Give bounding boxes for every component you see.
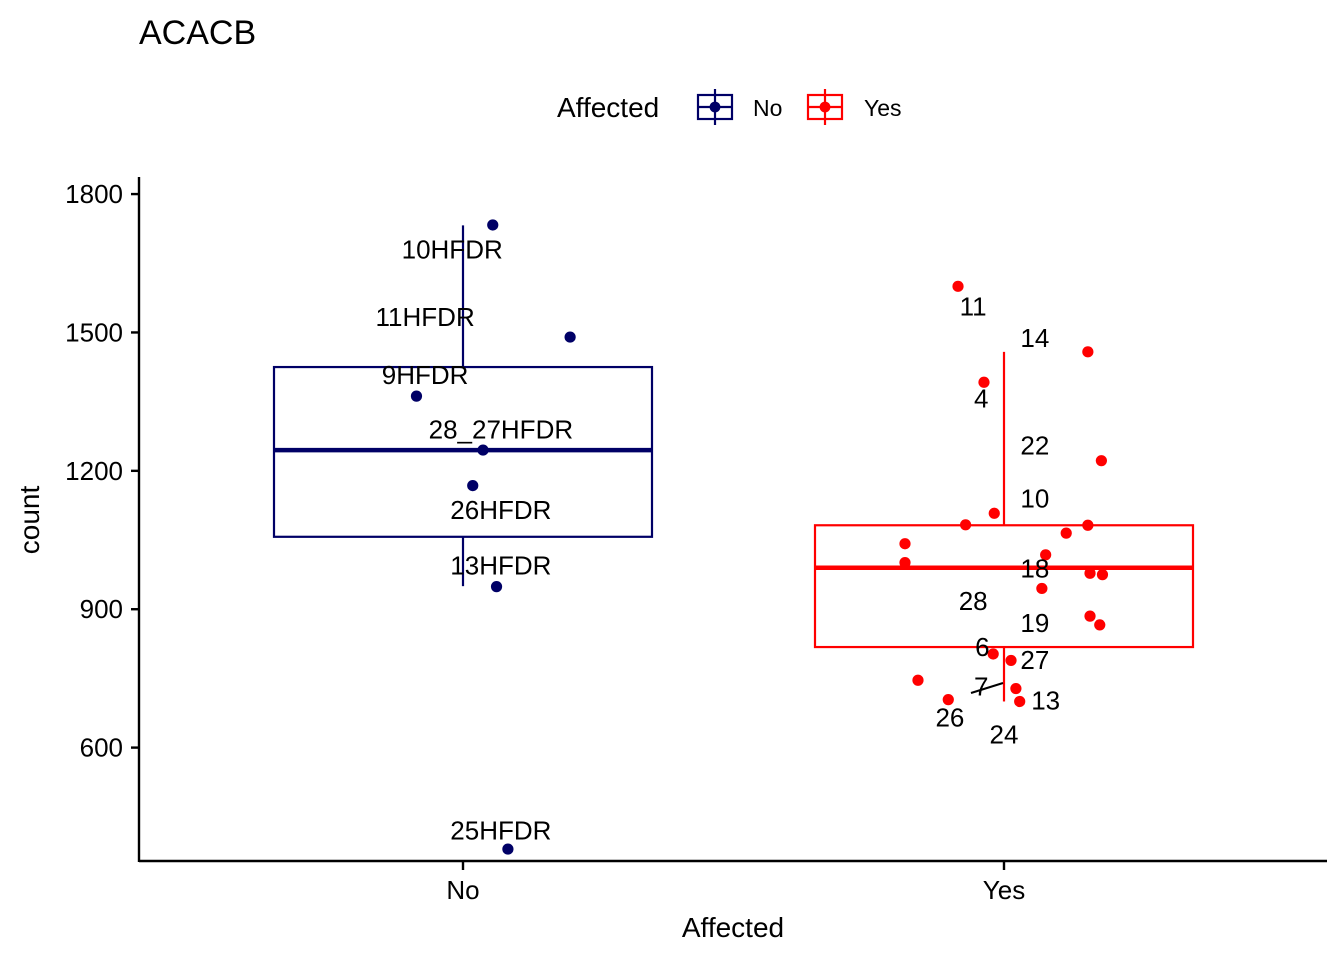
y-tick-label: 1800 [65, 179, 123, 209]
data-point [912, 674, 924, 686]
data-point [487, 219, 499, 231]
data-point [1084, 610, 1096, 622]
legend: Affected No Yes [557, 89, 902, 125]
data-point [899, 557, 911, 569]
data-point [988, 507, 1000, 519]
data-point [564, 331, 576, 343]
box-no [272, 225, 654, 587]
chart-title: ACACB [139, 14, 256, 52]
data-point [1036, 582, 1048, 595]
data-point [1010, 682, 1022, 695]
data-point [1096, 569, 1109, 581]
data-points [410, 219, 1109, 855]
leader-lines [970, 682, 1004, 694]
y-ticks: 600 900 1200 1500 1800 [65, 179, 139, 763]
data-point [1014, 695, 1026, 708]
point-label: 6 [975, 632, 989, 662]
data-point [1082, 346, 1094, 358]
box-yes [813, 351, 1195, 702]
data-point [987, 648, 999, 660]
point-label: 27 [1020, 645, 1049, 675]
y-tick-label: 1500 [65, 317, 123, 347]
data-point [1082, 519, 1094, 531]
point-label: 4 [974, 383, 988, 413]
point-label: 24 [990, 720, 1019, 750]
point-label: 11 [960, 292, 987, 322]
data-point [978, 376, 990, 388]
legend-label-yes: Yes [864, 95, 902, 121]
data-point [959, 519, 972, 531]
y-tick-label: 600 [80, 733, 123, 763]
point-label: 28_27HFDR [429, 414, 574, 444]
y-axis-title: count [14, 486, 45, 555]
point-label: 10 [1020, 484, 1049, 514]
point-label: 25HFDR [450, 816, 551, 846]
label-leader-line [970, 682, 1004, 694]
x-ticks: No Yes [446, 862, 1025, 905]
point-label: 18 [1020, 554, 1049, 584]
data-point [410, 390, 423, 402]
point-label: 9HFDR [382, 360, 469, 390]
point-label: 28 [959, 586, 988, 616]
axes: 600 900 1200 1500 1800 No Yes [65, 177, 1327, 905]
boxes [272, 225, 1195, 702]
data-point [1095, 455, 1107, 467]
box-iqr [813, 524, 1195, 649]
point-label: 13 [1031, 686, 1060, 716]
legend-key-point [819, 101, 831, 113]
legend-key-yes [806, 89, 844, 125]
legend-label-no: No [753, 95, 782, 121]
point-label: 26HFDR [450, 495, 551, 525]
data-point [1040, 549, 1052, 561]
data-point [467, 479, 479, 492]
y-tick-label: 1200 [65, 456, 123, 486]
legend-key-no [696, 89, 734, 125]
point-label: 11HFDR [376, 302, 475, 332]
data-point [1094, 619, 1106, 631]
point-label: 14 [1020, 323, 1049, 353]
data-point [1005, 654, 1017, 667]
data-point [899, 538, 911, 550]
point-label: 26 [935, 703, 964, 733]
data-point [477, 444, 489, 456]
point-label: 7 [974, 672, 988, 702]
point-label: 10HFDR [402, 234, 503, 264]
point-label: 22 [1020, 430, 1049, 460]
x-tick-label: Yes [983, 875, 1025, 905]
data-point [1084, 567, 1096, 579]
point-label: 19 [1020, 608, 1049, 638]
y-tick-label: 900 [80, 594, 123, 624]
point-label: 13HFDR [450, 550, 551, 580]
legend-key-point [709, 101, 721, 113]
data-point [952, 280, 964, 292]
legend-title: Affected [557, 92, 659, 123]
data-point [490, 581, 503, 593]
data-point [1060, 527, 1072, 539]
data-point [942, 694, 954, 706]
x-axis-title: Affected [682, 912, 784, 943]
point-labels: 10HFDR 11HFDR 9HFDR 28_27HFDR 26HFDR 13HFDR 25… [376, 234, 1061, 845]
x-tick-label: No [446, 875, 479, 905]
data-point [502, 843, 514, 855]
